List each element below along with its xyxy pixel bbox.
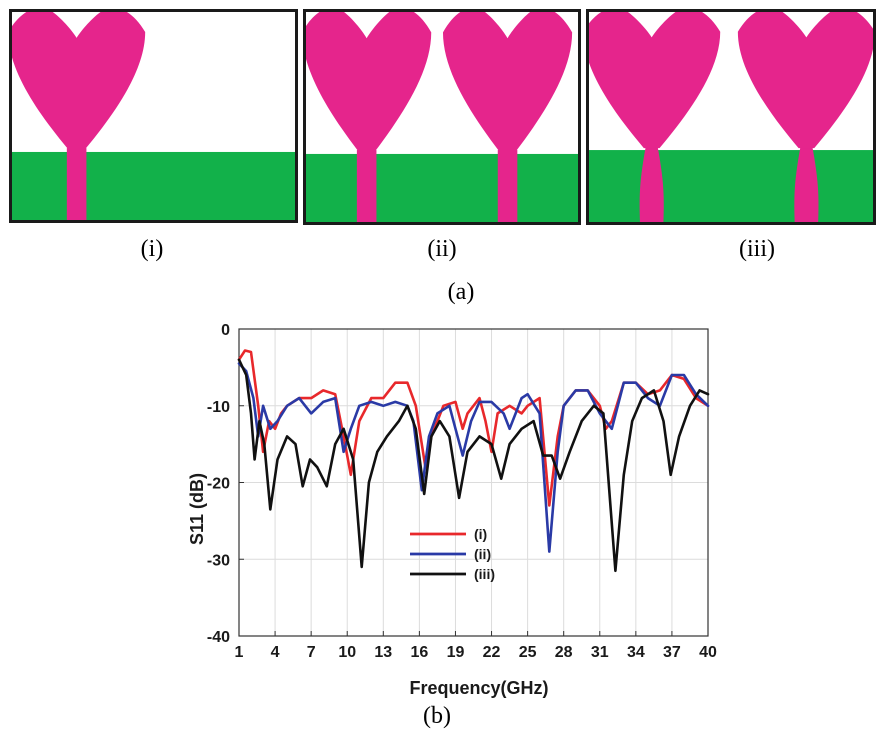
x-tick-label: 7 [307,644,316,661]
antenna-drawing [589,12,873,222]
feed-line [497,150,518,222]
series-layer [237,349,710,573]
x-tick-label: 37 [663,644,681,661]
x-tick-label: 10 [338,644,356,661]
legend-label: (iii) [474,566,495,582]
y-tick-label: -20 [207,476,230,493]
ground-plane [306,153,578,222]
x-tick-labels: 1 4 7 10 13 16 19 22 25 28 31 34 37 40 [235,644,717,661]
y-tick-labels: 0 -10 -20 -30 -40 [207,322,230,646]
chart-legend: (i) (ii) (iii) [410,526,495,582]
x-axis-label: Frequency(GHz) [409,678,548,698]
radiating-patch [737,12,873,149]
legend-label: (i) [474,526,487,542]
panel-caption-i: (i) [140,236,164,262]
figure-part-a-label: (a) [447,279,475,305]
x-tick-label: 1 [235,644,244,661]
ground-plane [12,151,295,220]
antenna-drawing [306,12,578,222]
x-tick-label: 16 [410,644,428,661]
x-tick-label: 31 [591,644,609,661]
series-line-iii [237,358,710,573]
x-tick-label: 19 [447,644,465,661]
feed-line [66,148,87,220]
feed-line [356,150,377,222]
y-axis-label: S11 (dB) [187,473,207,545]
y-tick-label: -10 [207,399,230,416]
x-tick-label: 25 [519,644,537,661]
s11-chart: 1 4 7 10 13 16 19 22 25 28 31 34 37 40 0-10-20-30-40 … [187,322,717,698]
plot-frame [238,328,709,637]
y-tick-label: -40 [207,629,230,646]
series-line-ii [237,362,710,553]
radiating-patch [12,12,146,151]
x-tick-label: 22 [483,644,501,661]
x-tick-label: 13 [374,644,392,661]
antenna-panel-ii [303,9,581,225]
feed-line-tapered [639,146,664,222]
y-tick-label: -30 [207,552,230,569]
figure-part-b-label: (b) [423,703,451,729]
x-tick-label: 40 [699,644,717,661]
x-tick-label: 28 [555,644,573,661]
x-tick-label: 34 [627,644,645,661]
radiating-patch [442,12,573,152]
x-tick-label: 4 [271,644,280,661]
antenna-panel-iii [586,9,876,225]
chart-grid [238,328,709,637]
feed-line-tapered [794,146,819,222]
radiating-patch [306,12,432,152]
antenna-panel-i [9,9,298,223]
panel-caption-iii: (iii) [739,236,775,262]
y-tick-label: 0 [221,322,230,339]
legend-label: (ii) [474,546,491,562]
antenna-drawing [12,12,295,220]
panel-caption-ii: (ii) [427,236,457,262]
ground-plane [589,150,873,222]
radiating-patch [589,12,721,149]
